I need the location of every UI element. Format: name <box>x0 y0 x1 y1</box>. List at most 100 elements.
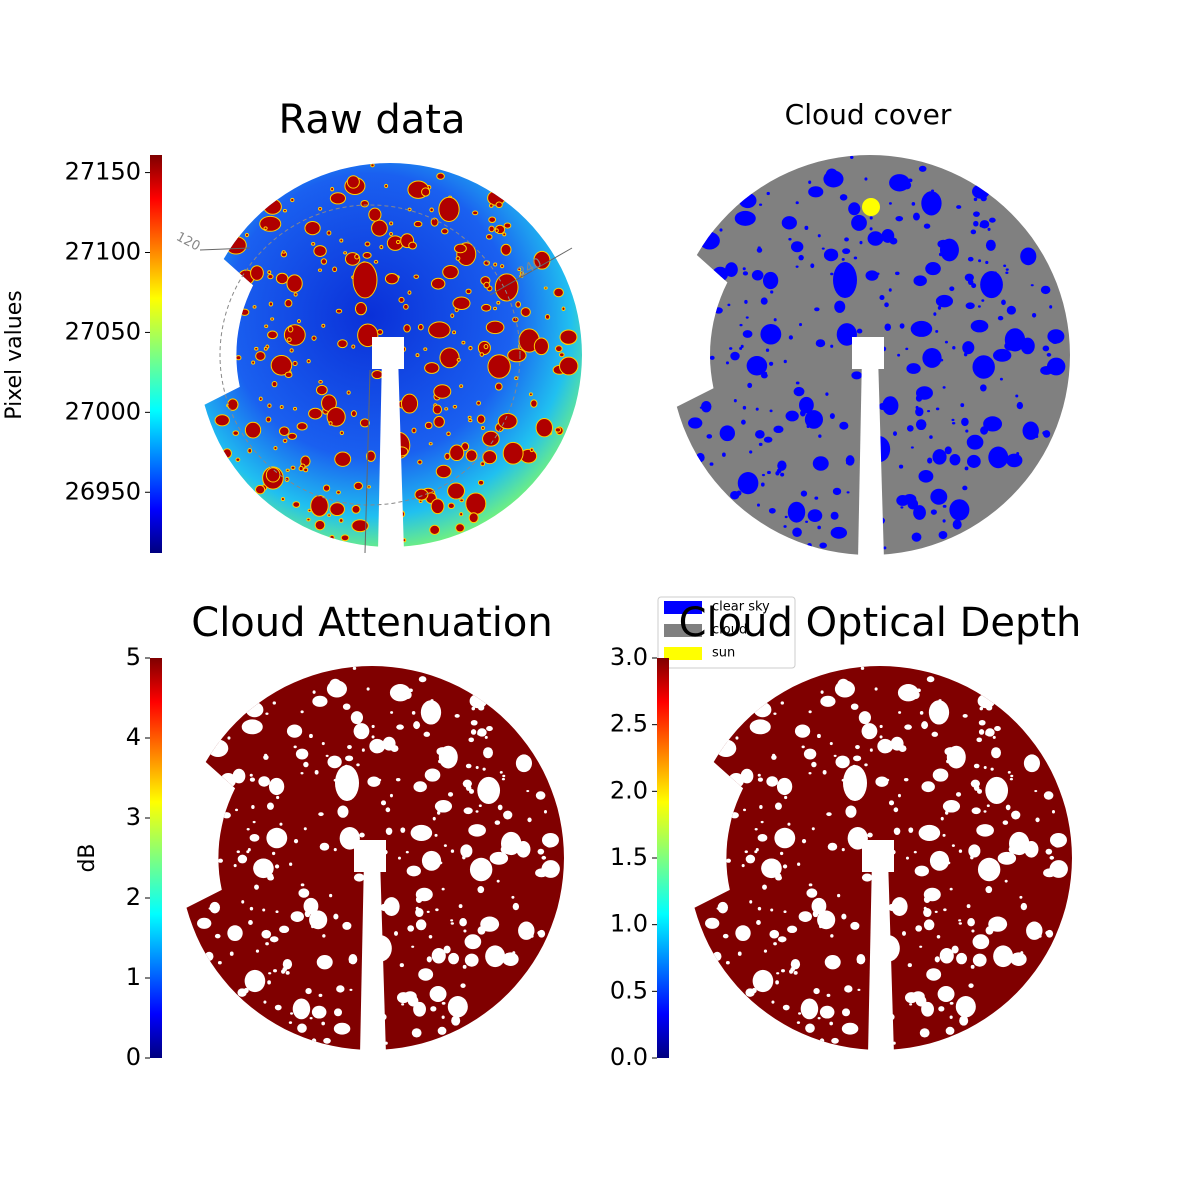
cloud-gap <box>753 729 758 733</box>
cloud-gap <box>411 1028 422 1038</box>
cloud-gap <box>411 427 417 434</box>
cloud-gap <box>444 452 451 460</box>
cloud-gap <box>455 523 465 533</box>
cloud-gap <box>944 747 957 756</box>
cloud-gap <box>892 431 897 436</box>
cloud-gap <box>452 330 457 335</box>
colorbar-tick-label: 3.0 <box>610 643 648 671</box>
cloud-gap <box>378 743 382 747</box>
cloud-gap <box>286 724 303 738</box>
cloud-gap <box>311 1005 327 1019</box>
cloud-gap <box>743 808 747 812</box>
cloud-gap <box>817 525 821 530</box>
cloud-gap <box>919 1028 930 1038</box>
cloud-gap <box>805 1023 815 1033</box>
cloud-gap <box>461 340 466 345</box>
cloud-gap <box>307 508 312 513</box>
cloud-gap <box>981 299 985 302</box>
cloud-gap <box>1046 357 1066 376</box>
cloud-gap <box>263 346 268 351</box>
cloud-gap <box>764 325 769 331</box>
cloud-gap <box>408 241 417 250</box>
cloud-gap <box>760 297 768 305</box>
cloud-gap <box>244 232 249 238</box>
mount-head <box>354 840 386 872</box>
cloud-gap <box>285 468 290 472</box>
cloud-gap <box>267 980 271 985</box>
cloud-gap <box>734 210 756 226</box>
cloud-gap <box>788 335 793 340</box>
cloud-gap <box>484 735 488 739</box>
cloud-gap <box>447 996 468 1018</box>
cloud-gap <box>850 155 854 159</box>
cloud-gap <box>459 384 464 388</box>
cloud-gap <box>739 347 743 350</box>
cloud-gap <box>756 503 760 507</box>
mount-arm <box>360 858 386 1055</box>
cloud-gap <box>500 264 505 269</box>
cloud-gap <box>783 910 787 914</box>
cloud-gap <box>366 485 371 489</box>
cloud-gap <box>973 785 980 791</box>
cloud-gap <box>282 209 288 213</box>
cloud-gap <box>380 800 387 806</box>
cloud-gap <box>730 490 740 500</box>
cloud-gap <box>899 323 905 329</box>
cloud-gap <box>960 403 965 408</box>
cloud-gap <box>813 987 820 995</box>
cloud-gap <box>471 706 476 711</box>
cloud-gap <box>738 192 757 209</box>
cloud-gap <box>970 964 975 969</box>
cloud-gap <box>805 520 809 524</box>
cloud-gap <box>818 434 822 438</box>
mount-head <box>372 337 404 369</box>
cloud-gap <box>312 690 316 694</box>
cloud-gap <box>371 370 384 380</box>
cloud-gap <box>845 805 857 818</box>
cloud-gap <box>250 265 264 281</box>
cloud-gap <box>251 804 255 809</box>
cloud-gap <box>958 849 963 853</box>
cloud-gap <box>399 963 404 968</box>
cloud-gap <box>989 217 996 223</box>
cloud-gap <box>274 1004 282 1011</box>
cloud-gap <box>853 755 862 762</box>
cloud-gap <box>353 481 364 491</box>
cloud-gap <box>327 755 342 769</box>
cloud-gap <box>980 384 987 392</box>
cloud-gap <box>305 987 312 995</box>
cloud-gap <box>276 795 280 800</box>
cloud-gap <box>450 313 455 318</box>
cloud-gap <box>321 323 326 328</box>
cloud-gap <box>1010 774 1014 778</box>
cloud-gap <box>829 741 833 746</box>
cloud-gap <box>879 295 885 301</box>
cloud-gap <box>520 307 531 317</box>
cloud-gap <box>951 844 955 847</box>
cloud-gap <box>815 339 826 348</box>
cloud-gap <box>280 497 285 502</box>
cloud-gap <box>318 812 324 817</box>
cloud-gap <box>972 953 987 967</box>
cloud-gap <box>483 343 489 350</box>
cloud-gap <box>450 849 455 853</box>
cloud-gap <box>435 464 452 479</box>
cloud-gap <box>812 456 829 471</box>
cloud-gap <box>1035 817 1040 823</box>
cloud-gap <box>869 216 873 220</box>
cloud-gap <box>395 239 401 245</box>
cloud-gap <box>918 165 927 172</box>
cloud-gap <box>543 810 547 814</box>
cloud-gap <box>699 878 709 887</box>
cloud-gap <box>780 701 784 705</box>
cloud-gap <box>207 771 212 776</box>
cloud-gap <box>477 776 501 804</box>
cloud-gap <box>350 410 357 418</box>
cloud-gap <box>761 858 782 879</box>
cloud-gap <box>415 353 420 358</box>
cloud-gap <box>1004 879 1008 883</box>
cloud-gap <box>701 889 705 893</box>
cloud-gap <box>528 392 533 397</box>
cloud-gap <box>893 827 901 836</box>
cloud-gap <box>781 969 785 973</box>
